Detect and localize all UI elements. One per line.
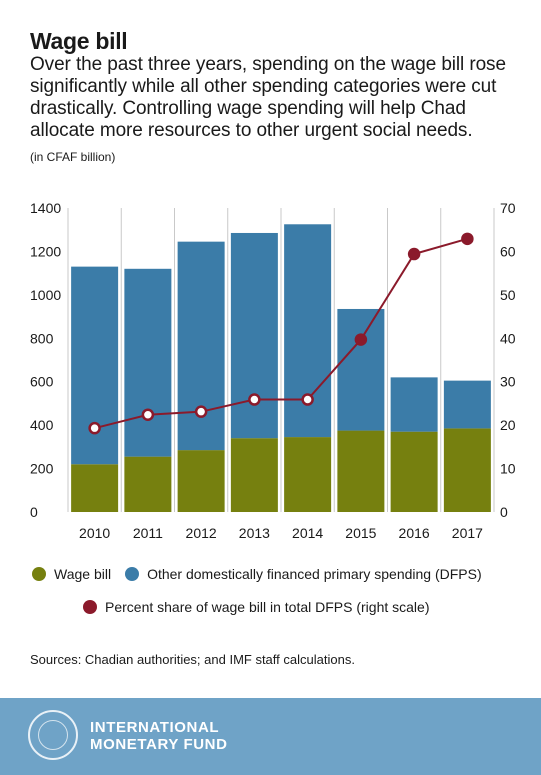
org-name: INTERNATIONAL MONETARY FUND [90,719,228,753]
x-tick-label: 2013 [239,525,270,541]
legend-row-bars: Wage bill Other domestically financed pr… [32,566,482,582]
chart-title: Wage bill [30,28,128,54]
org-name-line1: INTERNATIONAL [90,719,220,736]
bar-wage [390,431,438,512]
bar-wage [71,464,119,512]
x-tick-label: 2010 [79,525,110,541]
y2-tick-label: 30 [500,374,516,390]
legend-dfps-label: Other domestically financed primary spen… [147,566,482,582]
y-tick-label: 800 [30,330,54,346]
share-point [461,232,474,246]
y-tick-label: 600 [30,374,54,390]
x-tick-label: 2016 [399,525,430,541]
bar-wage [284,437,332,512]
bar-dfps [71,266,119,465]
org-name-line2: MONETARY FUND [90,736,228,753]
y2-tick-label: 70 [500,200,516,216]
bar-wage [443,428,491,512]
y-tick-label: 400 [30,417,54,433]
unit-label: (in CFAF billion) [30,150,116,164]
y-tick-label: 1400 [30,200,61,216]
legend-row-line: Percent share of wage bill in total DFPS… [83,599,429,615]
bar-dfps [337,308,385,431]
x-tick-label: 2017 [452,525,483,541]
share-point [194,405,208,418]
share-point [354,333,368,346]
y-tick-label: 1000 [30,287,61,303]
legend-dfps-dot [125,567,140,581]
legend-wage-label: Wage bill [54,566,112,582]
bar-dfps [443,380,491,429]
bar-wage [177,450,225,512]
bar-dfps [390,377,438,432]
x-tick-label: 2012 [186,525,217,541]
source-note: Sources: Chadian authorities; and IMF st… [30,652,355,667]
legend-share-dot [83,600,97,614]
x-tick-label: 2011 [133,525,163,541]
legend-wage-dot [32,567,46,581]
y2-tick-label: 40 [500,330,516,346]
bar-wage [230,438,278,512]
y-tick-label: 0 [30,504,38,520]
legend-share-label: Percent share of wage bill in total DFPS… [105,599,430,615]
bar-wage [124,456,172,512]
y2-tick-label: 60 [500,243,516,259]
chart-subtitle: Over the past three years, spending on t… [30,54,506,141]
share-point [141,408,155,421]
imf-seal-icon [28,710,78,760]
x-tick-label: 2015 [345,525,376,541]
y-tick-label: 200 [30,461,54,477]
bar-dfps [177,241,225,451]
share-point [248,393,261,406]
y2-tick-label: 50 [500,287,516,303]
share-point [88,421,101,435]
y-tick-label: 1200 [30,243,61,259]
x-tick-label: 2014 [292,525,323,541]
y2-tick-label: 20 [500,417,516,433]
y2-tick-label: 0 [500,504,508,520]
share-point [301,393,314,406]
bar-dfps [124,268,172,457]
share-line [94,237,468,430]
share-point [407,247,421,261]
footer-bar: INTERNATIONAL MONETARY FUND [0,698,541,775]
bar-dfps [230,232,278,439]
y2-tick-label: 10 [500,461,516,477]
bar-wage [337,430,385,512]
chart: 0 200 400 600 800 1000 1200 1400 0 10 20 30 40 50 60 70… [30,200,516,541]
